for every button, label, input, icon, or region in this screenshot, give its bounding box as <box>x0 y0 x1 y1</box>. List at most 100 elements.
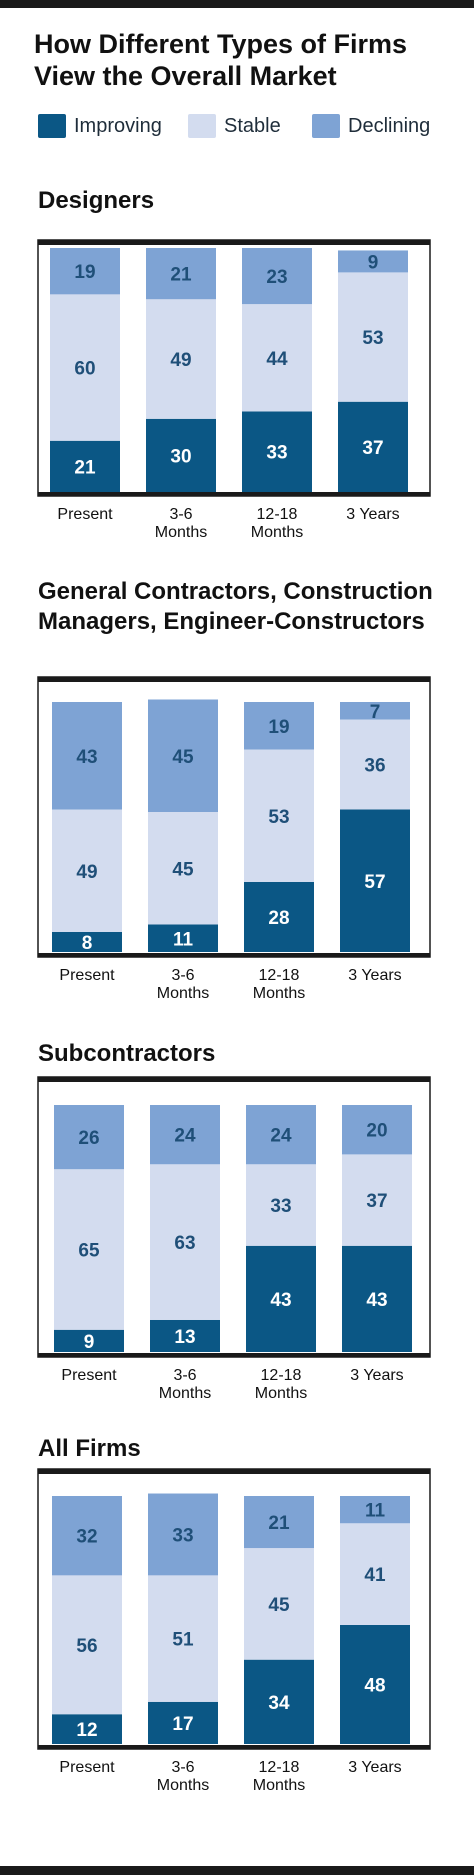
bar-improving-3-6-months <box>148 924 218 952</box>
all-firms-stacked-bar-chart: 12 56 32 Present 17 51 33 3-6 Months 34 45 21 12-18 M… <box>37 1468 431 1794</box>
general-contractors-stacked-bar-chart: 8 49 43 Present 11 45 45 3-6 Months 28 53 19 12-18 Mo… <box>37 676 431 1002</box>
bar-declining-12-18-months <box>244 1496 314 1549</box>
bar-improving-12-18-months <box>244 882 314 952</box>
bar-stable-12-18-months <box>244 749 314 882</box>
data-label-stable-3-6-months: 49 <box>170 350 191 371</box>
data-label-declining-present: 32 <box>76 1527 97 1548</box>
data-label-declining-3-years: 9 <box>368 252 379 273</box>
bar-improving-3-years <box>342 1245 412 1352</box>
data-label-improving-3-6-months: 17 <box>172 1714 193 1735</box>
category-label-3-6-months: 3-6 Months <box>159 1367 211 1402</box>
bar-improving-3-6-months <box>148 1701 218 1744</box>
bar-declining-3-6-months <box>146 248 216 300</box>
data-label-stable-12-18-months: 45 <box>268 1595 290 1616</box>
data-label-improving-3-years: 57 <box>364 872 385 893</box>
bar-stable-present <box>52 1575 122 1715</box>
category-label-present: Present <box>57 506 113 523</box>
panel-title-all-firms: All Firms <box>38 1435 141 1462</box>
frame-top-rule <box>38 240 430 245</box>
data-label-stable-present: 65 <box>78 1240 100 1261</box>
frame-top-rule <box>38 677 430 682</box>
data-label-improving-present: 21 <box>74 457 96 478</box>
category-label-12-18-months: 12-18 Months <box>251 506 303 541</box>
data-label-improving-present: 8 <box>82 933 93 954</box>
category-label-3-years: 3 Years <box>348 1759 401 1776</box>
data-label-stable-12-18-months: 33 <box>270 1196 291 1217</box>
bar-declining-12-18-months <box>246 1105 316 1165</box>
data-label-improving-3-years: 37 <box>362 438 383 459</box>
data-label-improving-12-18-months: 28 <box>268 908 289 929</box>
data-label-stable-3-6-months: 45 <box>172 859 194 880</box>
bar-stable-3-years <box>342 1154 412 1246</box>
category-label-12-18-months: 12-18 Months <box>253 1759 305 1794</box>
bar-stable-3-years <box>340 1523 410 1625</box>
bar-stable-3-6-months <box>150 1164 220 1320</box>
bar-improving-12-18-months <box>246 1245 316 1352</box>
panel-title-subcontractors: Subcontractors <box>38 1040 216 1067</box>
category-label-3-6-months: 3-6 Months <box>157 967 209 1002</box>
bar-declining-3-6-months <box>148 1493 218 1576</box>
data-label-declining-3-years: 20 <box>366 1121 387 1142</box>
bar-declining-present <box>54 1105 124 1170</box>
category-label-3-years: 3 Years <box>350 1367 403 1384</box>
data-label-stable-3-years: 37 <box>366 1191 387 1212</box>
bar-improving-present <box>54 1329 124 1352</box>
data-label-stable-3-6-months: 51 <box>172 1630 194 1651</box>
bar-improving-present <box>52 1714 122 1744</box>
category-label-3-6-months: 3-6 Months <box>157 1759 209 1794</box>
bar-declining-12-18-months <box>244 702 314 750</box>
data-label-improving-12-18-months: 43 <box>270 1290 291 1311</box>
data-label-stable-12-18-months: 53 <box>268 807 289 828</box>
data-label-declining-present: 26 <box>78 1128 99 1149</box>
legend-swatch-improving <box>38 114 66 138</box>
data-label-declining-present: 19 <box>74 262 95 283</box>
category-label-12-18-months: 12-18 Months <box>253 967 305 1002</box>
data-label-declining-12-18-months: 23 <box>266 267 287 288</box>
frame-top-rule <box>38 1077 430 1082</box>
data-label-declining-3-years: 7 <box>370 702 381 723</box>
bottom-rule <box>0 1866 474 1875</box>
frame-baseline <box>38 1353 430 1357</box>
bar-declining-present <box>50 248 120 295</box>
data-label-stable-3-years: 41 <box>364 1565 386 1586</box>
data-label-improving-12-18-months: 33 <box>266 443 287 464</box>
panel-title-general-contractors: General Contractors, Construction Manage… <box>38 578 433 635</box>
legend-swatch-declining <box>312 114 340 138</box>
data-label-declining-12-18-months: 19 <box>268 717 289 738</box>
bar-improving-12-18-months <box>244 1659 314 1744</box>
subcontractors-stacked-bar-chart: 9 65 26 Present 13 63 24 3-6 Months 43 33 24 12-18 Mo… <box>37 1076 431 1402</box>
bar-improving-3-years <box>340 1624 410 1744</box>
category-label-present: Present <box>59 1759 115 1776</box>
category-label-3-6-months: 3-6 Months <box>155 506 207 541</box>
bar-declining-3-6-months <box>150 1105 220 1165</box>
data-label-improving-3-6-months: 30 <box>170 446 191 467</box>
frame-top-rule <box>38 1469 430 1474</box>
bar-improving-present <box>50 440 120 492</box>
data-label-stable-3-years: 53 <box>362 328 383 349</box>
data-label-improving-present: 9 <box>84 1332 95 1353</box>
bar-stable-3-6-months <box>148 812 218 925</box>
data-label-stable-present: 60 <box>74 359 95 380</box>
bar-stable-3-6-months <box>148 1575 218 1702</box>
data-label-improving-3-6-months: 13 <box>174 1327 195 1348</box>
data-label-stable-present: 49 <box>76 862 97 883</box>
data-label-improving-present: 12 <box>76 1720 97 1741</box>
bar-stable-12-18-months <box>242 304 312 412</box>
frame-baseline <box>38 492 430 496</box>
data-label-declining-3-6-months: 33 <box>172 1525 193 1546</box>
bar-improving-3-years <box>338 401 408 492</box>
data-label-declining-3-6-months: 45 <box>172 747 194 768</box>
data-label-stable-present: 56 <box>76 1636 97 1657</box>
panel-title-designers: Designers <box>38 187 155 214</box>
data-label-declining-3-6-months: 24 <box>174 1126 196 1147</box>
data-label-improving-3-years: 43 <box>366 1290 387 1311</box>
bar-improving-present <box>52 932 122 952</box>
category-label-12-18-months: 12-18 Months <box>255 1367 307 1402</box>
bar-stable-12-18-months <box>244 1548 314 1660</box>
legend-label-improving: Improving <box>74 115 162 137</box>
legend-label-stable: Stable <box>224 115 281 137</box>
bar-stable-present <box>50 294 120 441</box>
bar-improving-12-18-months <box>242 411 312 492</box>
data-label-declining-present: 43 <box>76 747 97 768</box>
data-label-stable-3-6-months: 63 <box>174 1233 195 1254</box>
